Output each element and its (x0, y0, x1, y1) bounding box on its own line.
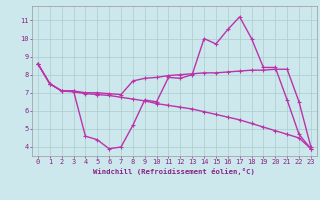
X-axis label: Windchill (Refroidissement éolien,°C): Windchill (Refroidissement éolien,°C) (93, 168, 255, 175)
